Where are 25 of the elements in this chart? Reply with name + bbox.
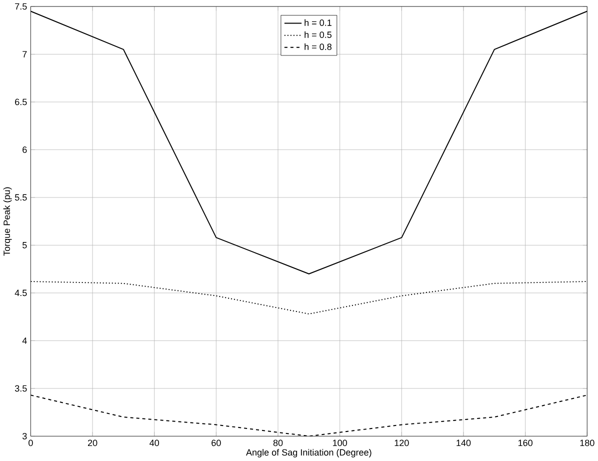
y-tick-label: 4.5 [14,290,27,296]
x-tick-label: 100 [333,440,348,446]
x-tick-label: 80 [273,440,283,446]
y-axis-title: Torque Peak (pu) [3,187,12,256]
x-tick-label: 180 [580,440,594,446]
x-tick-label: 140 [456,440,471,446]
x-axis-title: Angle of Sag Initiation (Degree) [246,449,372,458]
x-tick-label: 60 [212,440,221,446]
y-tick-label: 6.5 [15,98,27,106]
y-tick-label: 5.5 [14,194,27,201]
x-tick-label: 0 [28,440,33,446]
y-tick-label: 3 [22,433,27,440]
legend-label: h = 0.1 [304,19,332,26]
y-tick-label: 5 [22,242,27,248]
y-tick-label: 3.5 [14,385,27,392]
y-tick-label: 6 [22,146,27,154]
legend-label: h = 0.5 [304,31,332,38]
x-tick-label: 40 [150,440,160,446]
x-tick-label: 120 [394,440,409,446]
y-tick-label: 7.5 [15,3,27,10]
x-tick-label: 160 [518,440,532,446]
y-tick-label: 7 [22,51,27,58]
x-tick-label: 20 [88,440,98,446]
y-tick-label: 4 [22,338,27,344]
legend-label: h = 0.8 [304,44,332,50]
